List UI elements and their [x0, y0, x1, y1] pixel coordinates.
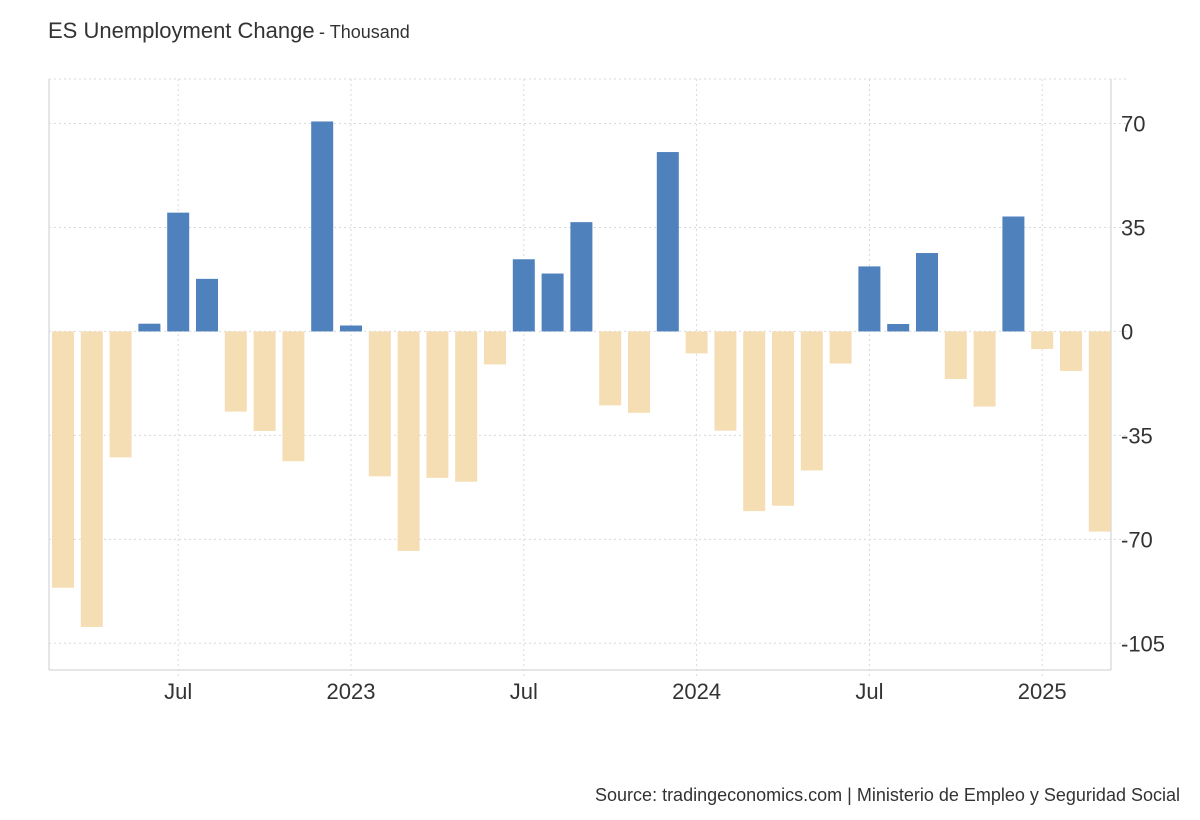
bar-2022-07 [167, 212, 190, 332]
bar-2023-07 [512, 259, 535, 332]
bar-2023-10 [599, 331, 622, 406]
bar-2023-05 [455, 331, 478, 482]
bar-2022-05 [109, 331, 132, 458]
bar-2023-03 [397, 331, 420, 551]
y-tick-label: 0 [1121, 319, 1133, 344]
bar-2022-06 [138, 323, 161, 332]
bar-2022-03 [52, 331, 74, 588]
chart-title: ES Unemployment Change [48, 18, 315, 43]
bar-2023-02 [368, 331, 391, 477]
bar-2023-08 [541, 273, 564, 332]
chart-header: ES Unemployment Change - Thousand [48, 18, 410, 44]
chart-subtitle: - Thousand [319, 22, 410, 42]
bar-2024-08 [887, 324, 910, 332]
x-tick-label: Jul [510, 679, 538, 704]
bar-2024-01 [685, 331, 708, 354]
bar-2022-12 [311, 121, 334, 332]
bar-2023-09 [570, 222, 593, 332]
bar-2023-06 [484, 331, 506, 365]
bar-2025-02 [1060, 331, 1082, 371]
bar-2022-08 [196, 278, 218, 332]
bar-2024-07 [858, 266, 881, 332]
bar-2022-04 [80, 331, 103, 627]
x-tick-label: Jul [855, 679, 883, 704]
bar-2024-09 [916, 253, 938, 332]
bar-2024-04 [772, 331, 794, 506]
bar-2022-11 [282, 331, 305, 462]
bar-2024-11 [973, 331, 996, 407]
bar-2023-04 [426, 331, 449, 478]
y-tick-label: 35 [1121, 215, 1145, 240]
bar-2024-10 [944, 331, 967, 379]
bar-2024-03 [743, 331, 766, 512]
y-tick-label: 70 [1121, 112, 1145, 137]
x-tick-label: Jul [164, 679, 192, 704]
x-tick-label: 2023 [327, 679, 376, 704]
bar-2025-01 [1031, 331, 1054, 349]
bar-2025-03 [1088, 331, 1111, 532]
bar-2023-12 [656, 152, 679, 332]
y-tick-label: -105 [1121, 631, 1165, 656]
bar-2022-09 [224, 331, 247, 412]
bar-2022-10 [253, 331, 276, 431]
bar-2023-01 [340, 325, 362, 332]
y-tick-label: -35 [1121, 423, 1153, 448]
bar-2024-05 [800, 331, 823, 471]
x-tick-label: 2024 [672, 679, 721, 704]
source-note: Source: tradingeconomics.com | Ministeri… [595, 785, 1180, 805]
x-tick-label: 2025 [1018, 679, 1067, 704]
bar-2023-11 [628, 331, 650, 413]
bar-2024-06 [829, 331, 852, 364]
y-tick-label: -70 [1121, 527, 1153, 552]
bar-2024-12 [1002, 216, 1025, 332]
bar-2024-02 [714, 331, 737, 431]
